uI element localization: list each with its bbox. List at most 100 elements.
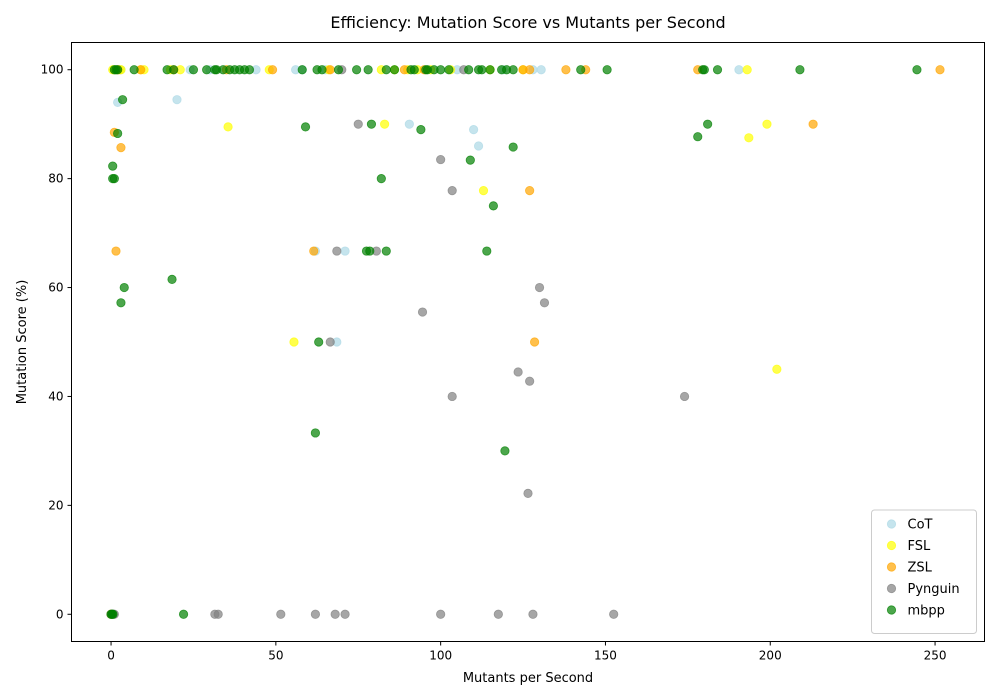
x-tick-label: 0 <box>107 649 115 663</box>
data-point-fsl <box>223 122 233 132</box>
data-point-mbpp <box>477 65 487 75</box>
data-point-pynguin <box>310 609 321 619</box>
data-point-zsl <box>935 65 945 75</box>
data-point-mbpp <box>464 65 474 75</box>
data-point-mbpp <box>712 65 723 75</box>
data-point-mbpp <box>113 65 123 75</box>
data-point-mbpp <box>333 65 344 75</box>
data-point-fsl <box>380 119 390 129</box>
data-point-cot <box>340 246 350 256</box>
data-point-mbpp <box>416 125 426 135</box>
data-point-mbpp <box>444 65 454 75</box>
legend-label-mbpp: mbpp <box>908 604 945 619</box>
data-point-pynguin <box>213 609 223 619</box>
data-point-zsl <box>525 186 535 196</box>
data-point-cot <box>536 65 546 75</box>
data-point-fsl <box>478 186 489 196</box>
x-tick-label: 200 <box>759 649 782 663</box>
y-tick-label: 0 <box>56 607 64 621</box>
data-point-pynguin <box>436 154 446 165</box>
data-point-mbpp <box>109 174 119 184</box>
x-axis-title: Mutants per Second <box>463 671 593 686</box>
data-point-pynguin <box>436 609 446 619</box>
data-point-pynguin <box>493 609 503 619</box>
data-point-mbpp <box>436 65 446 75</box>
x-tick-label: 50 <box>268 649 283 663</box>
data-point-pynguin <box>330 609 340 619</box>
x-tick-label: 250 <box>924 649 947 663</box>
data-point-mbpp <box>465 155 475 165</box>
x-tick-label: 150 <box>594 649 617 663</box>
data-point-mbpp <box>366 119 377 129</box>
data-point-zsl <box>561 65 571 75</box>
data-point-pynguin <box>528 609 538 619</box>
data-point-mbpp <box>169 65 179 75</box>
data-point-zsl <box>111 246 121 256</box>
data-point-mbpp <box>167 274 177 284</box>
legend-label-fsl: FSL <box>908 539 932 554</box>
data-point-cot <box>404 119 414 129</box>
data-point-mbpp <box>363 65 373 75</box>
data-point-mbpp <box>508 142 518 152</box>
data-point-mbpp <box>178 609 189 619</box>
data-point-mbpp <box>297 65 307 75</box>
data-point-mbpp <box>113 128 123 139</box>
data-point-mbpp <box>482 246 492 256</box>
data-point-mbpp <box>244 65 255 75</box>
data-point-pynguin <box>513 367 523 377</box>
data-point-mbpp <box>129 65 139 75</box>
legend: CoT FSL ZSL Pynguin mbpp <box>871 509 977 634</box>
y-axis: 0 20 40 60 80 100 <box>41 63 72 621</box>
data-point-pynguin <box>534 282 545 293</box>
data-point-cot <box>734 65 744 75</box>
x-axis: 0 50 100 150 200 250 <box>107 641 947 663</box>
data-point-mbpp <box>119 282 129 293</box>
data-point-fsl <box>742 65 752 75</box>
legend-label-zsl: ZSL <box>908 561 933 576</box>
data-point-mbpp <box>795 65 805 75</box>
legend-marker-cot <box>886 519 897 529</box>
y-tick-label: 40 <box>48 389 63 403</box>
data-point-mbpp <box>317 65 327 75</box>
data-point-mbpp <box>602 65 612 75</box>
data-point-mbpp <box>485 65 495 75</box>
y-tick-label: 60 <box>48 281 63 295</box>
data-point-mbpp <box>409 65 419 75</box>
legend-box <box>871 509 977 634</box>
data-point-mbpp <box>912 65 922 75</box>
data-point-mbpp <box>381 246 391 256</box>
legend-marker-pynguin <box>886 583 897 594</box>
x-tick-label: 100 <box>429 649 452 663</box>
y-tick-label: 20 <box>48 498 63 512</box>
data-point-pynguin <box>523 488 533 498</box>
data-point-zsl <box>309 246 319 256</box>
data-point-pynguin <box>679 391 690 402</box>
data-point-pynguin <box>340 609 350 619</box>
legend-label-cot: CoT <box>908 518 933 533</box>
data-point-cot <box>469 125 479 135</box>
y-axis-title: Mutation Score (%) <box>15 280 30 405</box>
data-point-mbpp <box>314 337 324 347</box>
data-point-pynguin <box>276 609 286 619</box>
data-point-mbpp <box>693 132 703 142</box>
legend-marker-mbpp <box>886 605 897 615</box>
data-point-pynguin <box>417 307 428 317</box>
legend-marker-zsl <box>886 562 897 572</box>
data-point-pynguin <box>353 119 363 129</box>
data-point-mbpp <box>117 95 128 105</box>
data-point-mbpp <box>703 119 713 129</box>
data-point-pynguin <box>525 376 535 386</box>
data-point-mbpp <box>352 65 362 75</box>
data-point-mbpp <box>300 122 311 132</box>
data-point-mbpp <box>376 174 386 184</box>
y-tick-label: 100 <box>41 63 64 77</box>
data-point-mbpp <box>310 428 321 438</box>
data-point-zsl <box>525 65 535 75</box>
data-point-zsl <box>529 337 540 347</box>
data-point-pynguin <box>325 337 335 347</box>
data-point-cot <box>172 95 182 105</box>
data-point-pynguin <box>332 246 342 256</box>
series-mbpp <box>106 65 922 619</box>
